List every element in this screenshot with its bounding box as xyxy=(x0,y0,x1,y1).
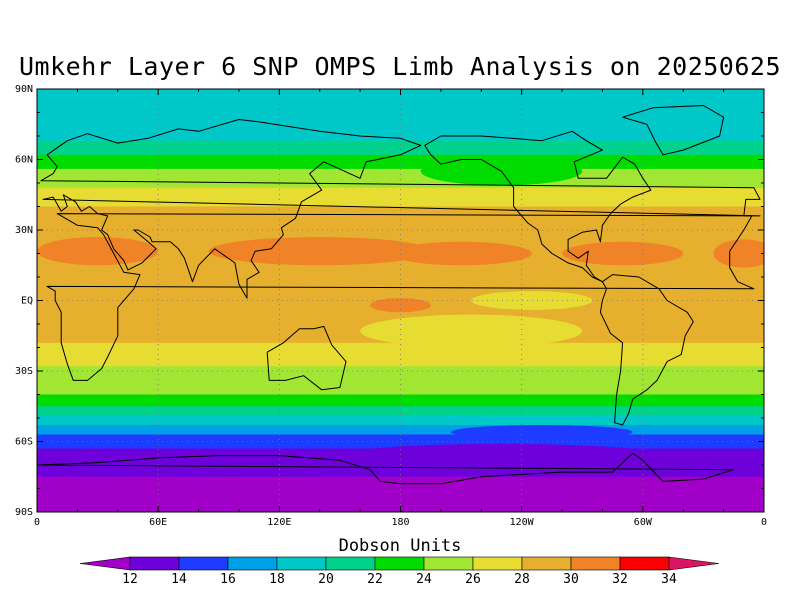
contour-band xyxy=(37,89,764,142)
antarctica-outline xyxy=(37,452,735,485)
colorbar-tick-label: 14 xyxy=(171,572,187,587)
colorbar-swatch xyxy=(227,556,278,571)
colorbar-swatch xyxy=(570,556,621,571)
colorbar-swatch xyxy=(619,556,670,571)
colorbar-tick-label: 32 xyxy=(612,572,628,587)
lat-label: 30N xyxy=(15,225,33,236)
south-america-outline xyxy=(599,274,694,426)
contour-band xyxy=(37,415,764,426)
colorbar-swatch xyxy=(276,556,327,571)
colorbar xyxy=(79,556,720,571)
colorbar-tick-label: 22 xyxy=(367,572,383,587)
colorbar-tick-label: 28 xyxy=(514,572,530,587)
africa-outline xyxy=(46,213,755,381)
colorbar-tick-label: 18 xyxy=(269,572,285,587)
colorbar-swatch xyxy=(472,556,523,571)
lat-label: 90N xyxy=(15,84,33,95)
contour-band xyxy=(37,140,764,156)
colorbar-swatch xyxy=(374,556,425,571)
colorbar-title: Dobson Units xyxy=(338,536,462,556)
lat-label: 60N xyxy=(15,155,33,166)
colorbar-swatch xyxy=(423,556,474,571)
lon-label: 120E xyxy=(267,517,291,528)
map-title: Umkehr Layer 6 SNP OMPS Limb Analysis on… xyxy=(18,52,781,81)
longitude-labels: 0 60E 120E 180 120W 60W 0 xyxy=(34,517,767,528)
purple-antarctic-bulge xyxy=(339,443,664,468)
lat-label: 60S xyxy=(15,437,33,448)
colorbar-swatch xyxy=(325,556,376,571)
contour-band xyxy=(37,394,764,407)
orange-band-atlantic xyxy=(562,241,684,266)
lon-label: 60E xyxy=(149,517,167,528)
lat-label: 30S xyxy=(15,366,33,377)
colorbar-tick-label: 24 xyxy=(416,572,432,587)
colorbar-tick-label: 34 xyxy=(661,572,677,587)
lon-label: 180 xyxy=(391,517,409,528)
colorbar-min-arrow xyxy=(79,556,131,571)
colorbar-swatch xyxy=(178,556,229,571)
orange-band-west xyxy=(37,237,159,266)
blue-tongue-south-pacific xyxy=(450,425,633,440)
orange-band-asia xyxy=(208,237,431,266)
colorbar-tick-label: 16 xyxy=(220,572,236,587)
north-america-outline xyxy=(424,130,652,283)
lat-label: 90S xyxy=(15,507,33,518)
colorbar-tick-label: 30 xyxy=(563,572,579,587)
orange-blob-coral-sea xyxy=(370,298,431,313)
eurasia-outline xyxy=(40,119,761,299)
contour-band xyxy=(37,406,764,417)
contour-band xyxy=(37,366,764,395)
colorbar-swatch xyxy=(521,556,572,571)
lon-label: 0 xyxy=(761,517,767,528)
yellow-blob-eq-pacific xyxy=(471,291,593,310)
contour-band xyxy=(37,187,764,207)
contour-fill-blobs xyxy=(37,157,764,468)
greenland-outline xyxy=(622,105,725,156)
australia-outline xyxy=(266,325,347,391)
axis-ticks xyxy=(36,88,765,513)
colorbar-max-arrow xyxy=(668,556,720,571)
lon-label: 60W xyxy=(634,517,653,528)
colorbar-tick-label: 20 xyxy=(318,572,334,587)
colorbar-tick-label: 12 xyxy=(122,572,138,587)
map-gridlines xyxy=(37,89,764,512)
orange-band-east xyxy=(713,239,764,268)
yellow-blob-south-pacific xyxy=(360,314,583,348)
lon-label: 120W xyxy=(510,517,535,528)
coastlines xyxy=(37,105,761,485)
colorbar-tick-label: 26 xyxy=(465,572,481,587)
latitude-labels: 90N 60N 30N EQ 30S 60S 90S xyxy=(15,84,33,518)
lat-label: EQ xyxy=(21,296,33,307)
contour-band xyxy=(37,168,764,189)
orange-band-pacific xyxy=(390,241,532,266)
contour-band xyxy=(37,154,764,170)
colorbar-swatch xyxy=(129,556,180,571)
lon-label: 0 xyxy=(34,517,40,528)
colorbar-labels: 12 14 16 18 20 22 24 26 28 30 32 34 xyxy=(122,572,677,587)
